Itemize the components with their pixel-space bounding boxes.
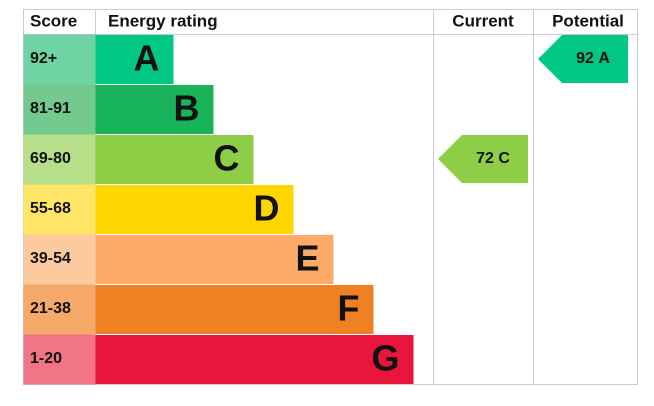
- rating-bar: [95, 85, 214, 134]
- score-label: 69-80: [30, 150, 71, 167]
- potential-arrow: [538, 35, 628, 83]
- current-value: 72: [476, 150, 494, 167]
- rating-bar: [95, 335, 414, 384]
- rating-bar: [95, 135, 254, 184]
- potential-value: 92: [576, 50, 594, 67]
- header-energy: Energy rating: [108, 11, 218, 30]
- score-label: 39-54: [30, 250, 71, 267]
- score-cell: [23, 284, 96, 335]
- rating-letter: D: [254, 188, 280, 229]
- header-score: Score: [30, 11, 77, 30]
- current-arrow: [438, 135, 528, 183]
- rating-letter: B: [174, 88, 200, 129]
- rating-letter: G: [371, 338, 399, 379]
- rating-bar: [95, 185, 294, 234]
- header-potential: Potential: [552, 11, 624, 30]
- current-rating: C: [498, 150, 510, 167]
- score-cell: [23, 84, 96, 135]
- score-cell: [23, 184, 96, 235]
- score-cell: [23, 334, 96, 385]
- rating-letter: A: [134, 38, 160, 79]
- header-current: Current: [452, 11, 514, 30]
- score-label: 21-38: [30, 300, 71, 317]
- score-label: 1-20: [30, 350, 62, 367]
- rating-letter: F: [338, 288, 360, 329]
- potential-rating: A: [598, 50, 610, 67]
- potential-label: 92 A: [576, 50, 610, 67]
- score-label: 92+: [30, 50, 57, 67]
- score-cell: [23, 34, 96, 85]
- score-cell: [23, 134, 96, 185]
- rating-letter: E: [295, 238, 319, 279]
- rating-letter: C: [214, 138, 240, 179]
- score-label: 81-91: [30, 100, 71, 117]
- score-cell: [23, 234, 96, 285]
- rating-bar: [95, 235, 334, 284]
- rating-bar: [95, 285, 374, 334]
- score-label: 55-68: [30, 200, 71, 217]
- current-label: 72 C: [476, 150, 510, 167]
- rating-bar: [95, 35, 174, 84]
